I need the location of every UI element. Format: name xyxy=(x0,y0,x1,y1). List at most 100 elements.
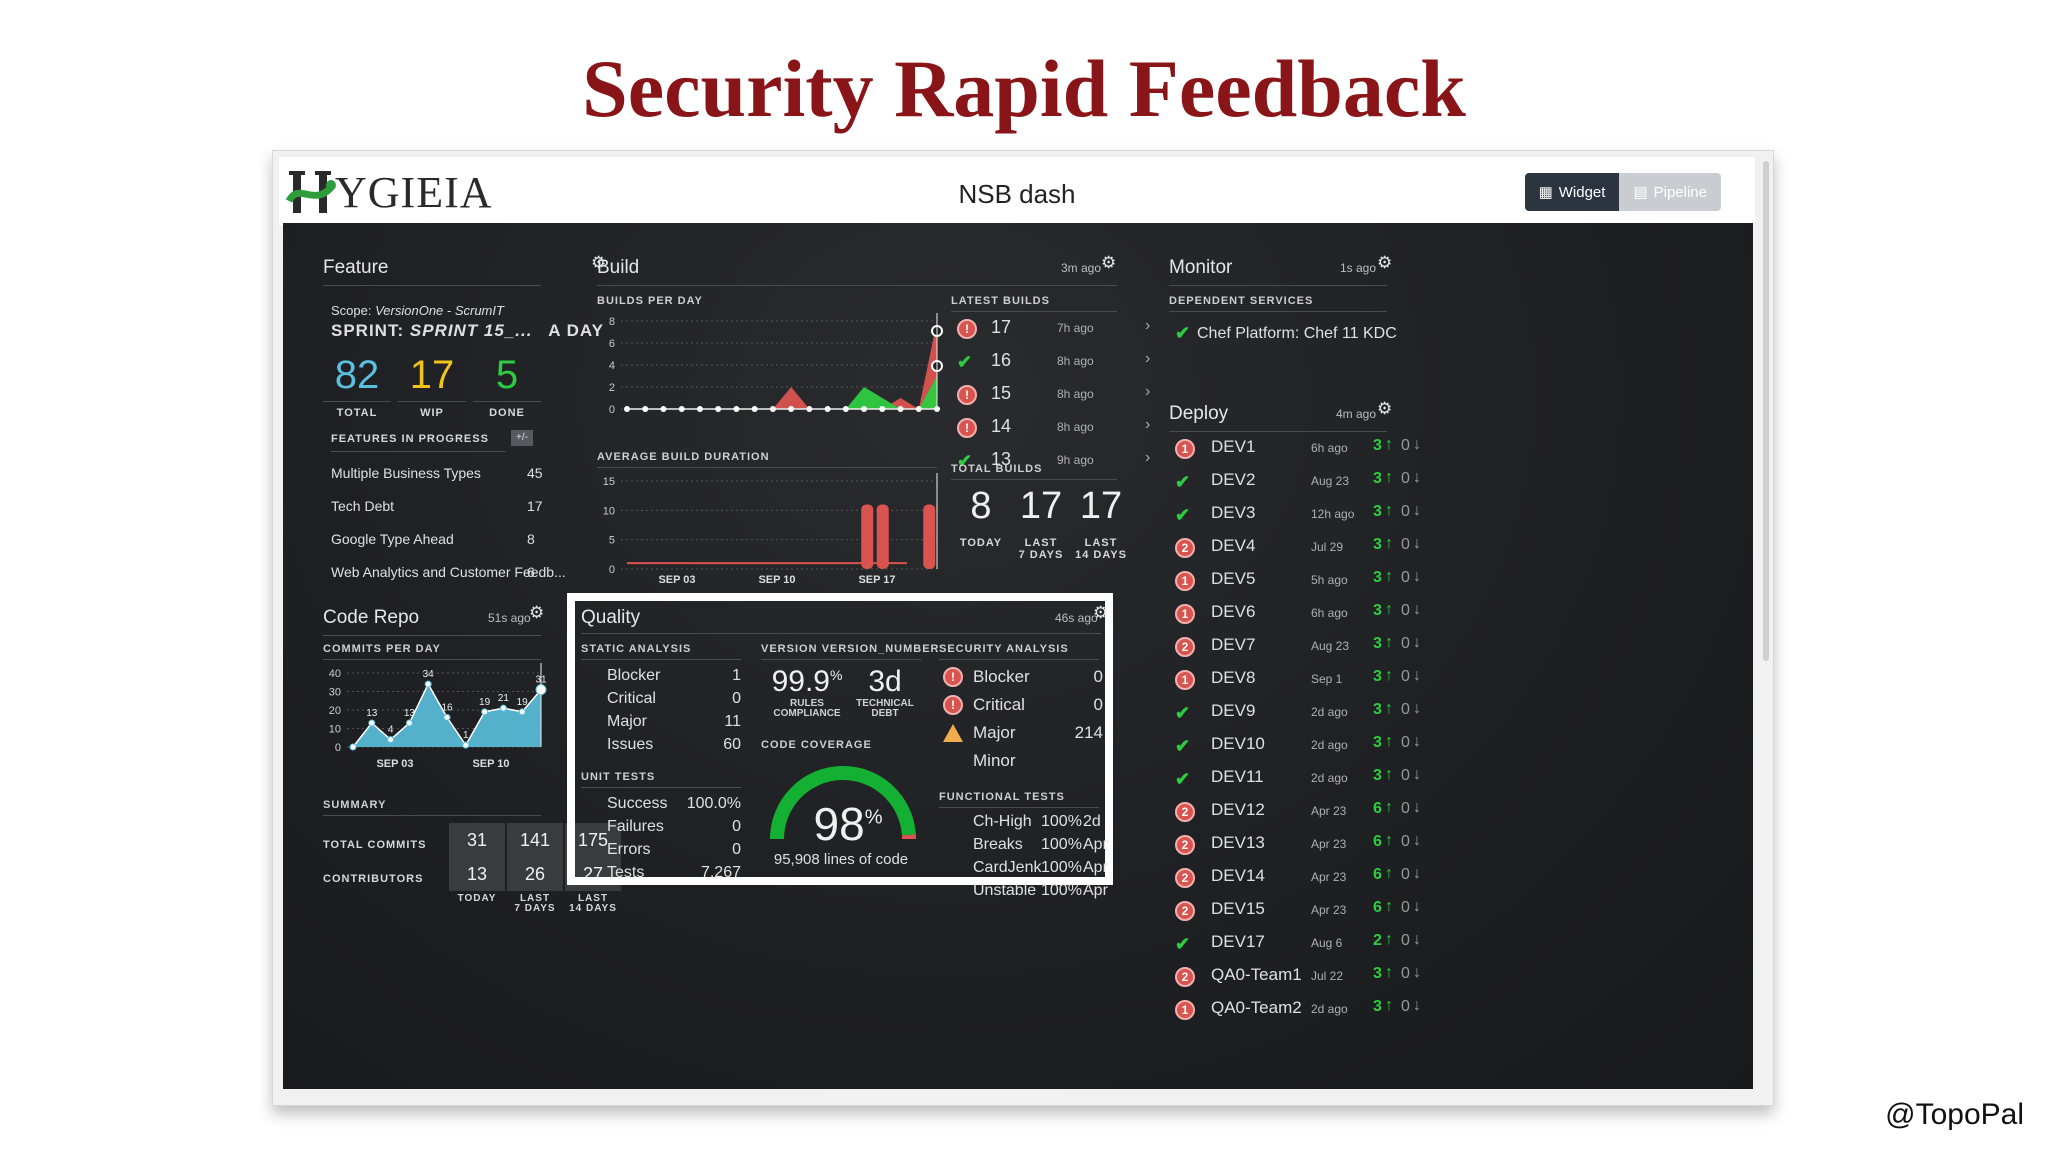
top-bar: YGIEIA NSB dash ▦ Widget ▤ Pipeline xyxy=(279,157,1755,225)
deploy-env-name[interactable]: DEV14 xyxy=(1211,866,1265,885)
commits-data-label: 34 xyxy=(423,669,435,680)
builds-y-tick: 6 xyxy=(609,338,615,350)
chevron-right-icon[interactable]: › xyxy=(1145,383,1151,400)
commits-data-label: 13 xyxy=(366,708,378,719)
deploy-env-name[interactable]: DEV4 xyxy=(1211,536,1256,555)
deploy-alert-icon: 1 xyxy=(1175,571,1195,591)
sprint-value: SPRINT 15_... xyxy=(409,321,533,340)
rules-value: 99.9 xyxy=(771,665,830,698)
builds-point xyxy=(642,406,649,412)
unit-tests-list: Success 100.0% Failures 0 Errors 0 Tests 7,267 xyxy=(581,795,751,885)
summary-label: SUMMARY xyxy=(323,799,387,811)
build-failed-icon: ! xyxy=(957,418,977,438)
deploy-alert-icon: 1 xyxy=(1175,604,1195,624)
hygieia-logo[interactable]: YGIEIA xyxy=(285,165,493,219)
deploy-env-name[interactable]: DEV5 xyxy=(1211,569,1256,588)
functional-test-pct: 100% xyxy=(1041,882,1082,899)
deploy-down-count: 0 xyxy=(1401,437,1410,454)
deploy-env-name[interactable]: DEV7 xyxy=(1211,635,1256,654)
commits-y-tick: 20 xyxy=(329,705,341,717)
feature-item-name[interactable]: Google Type Ahead xyxy=(331,531,454,547)
arrow-down-icon: ↓ xyxy=(1413,634,1421,651)
monitor-gear-icon[interactable]: ⚙ xyxy=(1377,253,1393,272)
deploy-env-name[interactable]: DEV10 xyxy=(1211,734,1265,753)
deploy-up-count: 6 xyxy=(1373,800,1382,817)
build-number[interactable]: 15 xyxy=(991,383,1012,403)
code-repo-gear-icon[interactable]: ⚙ xyxy=(529,603,545,622)
deploy-ago: Apr 23 xyxy=(1311,837,1347,851)
chevron-right-icon[interactable]: › xyxy=(1145,317,1151,334)
quality-ago: 46s ago xyxy=(1055,611,1098,625)
build-number[interactable]: 13 xyxy=(991,449,1012,469)
static-metric-name: Major xyxy=(607,713,648,730)
deploy-env-name[interactable]: DEV3 xyxy=(1211,503,1256,522)
commits-data-label: 19 xyxy=(479,697,491,708)
duration-y-tick: 15 xyxy=(603,476,615,488)
deploy-ok-icon: ✔ xyxy=(1175,472,1191,492)
functional-test-pct: 100% xyxy=(1041,836,1082,853)
deploy-env-name[interactable]: QA0-Team2 xyxy=(1211,998,1302,1017)
deploy-alert-icon: 1 xyxy=(1175,439,1195,459)
feature-gear-icon[interactable]: ⚙ xyxy=(591,253,607,272)
security-metric-name: Major xyxy=(973,723,1016,742)
deploy-env-name[interactable]: QA0-Team1 xyxy=(1211,965,1302,984)
coverage-value-wrap: 98% xyxy=(803,797,893,851)
deploy-alert-icon: 1 xyxy=(1175,670,1195,690)
functional-test-when: Apr xyxy=(1083,882,1108,899)
chevron-right-icon[interactable]: › xyxy=(1145,449,1151,466)
deploy-env-name[interactable]: DEV13 xyxy=(1211,833,1265,852)
feature-item-count: 45 xyxy=(527,465,543,481)
functional-test-name: Ch-High xyxy=(973,813,1032,830)
deploy-alert-icon: 2 xyxy=(1175,901,1195,921)
arrow-up-icon: ↑ xyxy=(1385,733,1393,750)
commits-y-tick: 30 xyxy=(329,687,341,699)
functional-test-when: Apr xyxy=(1083,836,1108,853)
widget-view-button[interactable]: ▦ Widget xyxy=(1524,173,1620,211)
deploy-down-count: 0 xyxy=(1401,668,1410,685)
deploy-down-count: 0 xyxy=(1401,536,1410,553)
coverage-lines: 95,908 lines of code xyxy=(773,851,909,868)
deploy-ok-icon: ✔ xyxy=(1175,769,1191,789)
toggle-features-button[interactable]: +/- xyxy=(511,430,533,446)
deploy-down-count: 0 xyxy=(1401,998,1410,1015)
deploy-env-name[interactable]: DEV15 xyxy=(1211,899,1265,918)
quality-gear-icon[interactable]: ⚙ xyxy=(1093,603,1109,622)
deploy-down-count: 0 xyxy=(1401,932,1410,949)
deploy-env-name[interactable]: DEV2 xyxy=(1211,470,1256,489)
build-gear-icon[interactable]: ⚙ xyxy=(1101,253,1117,272)
arrow-up-icon: ↑ xyxy=(1385,766,1393,783)
arrow-up-icon: ↑ xyxy=(1385,931,1393,948)
deploy-env-name[interactable]: DEV8 xyxy=(1211,668,1256,687)
deploy-env-name[interactable]: DEV6 xyxy=(1211,602,1256,621)
commits-point xyxy=(368,719,376,727)
scrollbar[interactable] xyxy=(1763,161,1769,661)
deploy-env-name[interactable]: DEV9 xyxy=(1211,701,1256,720)
arrow-down-icon: ↓ xyxy=(1413,535,1421,552)
deploy-ok-icon: ✔ xyxy=(1175,505,1191,525)
build-number[interactable]: 16 xyxy=(991,350,1012,370)
build-number[interactable]: 14 xyxy=(991,416,1012,436)
chevron-right-icon[interactable]: › xyxy=(1145,350,1151,367)
deploy-up-count: 3 xyxy=(1373,503,1382,520)
deploy-env-name[interactable]: DEV12 xyxy=(1211,800,1265,819)
deploy-up-count: 3 xyxy=(1373,734,1382,751)
code-repo-title: Code Repo xyxy=(323,607,420,628)
deploy-list: 1 DEV1 6h ago 3 ↑ 0 ↓ ✔ DEV2 Aug 23 3 ↑ 0 ↓ ✔ DEV3 12h a… xyxy=(1169,436,1421,1089)
features-in-progress-label: FEATURES IN PROGRESS xyxy=(331,433,489,445)
feature-item-count: 6 xyxy=(527,564,535,580)
security-alert-icon: ! xyxy=(943,667,963,687)
deploy-gear-icon[interactable]: ⚙ xyxy=(1377,399,1393,418)
build-number[interactable]: 17 xyxy=(991,317,1012,337)
deploy-down-count: 0 xyxy=(1401,701,1410,718)
pipeline-view-button[interactable]: ▤ Pipeline xyxy=(1619,173,1721,211)
deploy-env-name[interactable]: DEV11 xyxy=(1211,767,1264,786)
deploy-env-name[interactable]: DEV1 xyxy=(1211,437,1256,456)
deploy-up-count: 3 xyxy=(1373,635,1382,652)
feature-item-name[interactable]: Tech Debt xyxy=(331,498,395,514)
deploy-env-name[interactable]: DEV17 xyxy=(1211,932,1265,951)
feature-item-name[interactable]: Web Analytics and Customer Feedb... xyxy=(331,564,566,580)
arrow-down-icon: ↓ xyxy=(1413,964,1421,981)
summary-col-label2: 7 DAYS xyxy=(514,903,556,914)
feature-item-name[interactable]: Multiple Business Types xyxy=(331,465,481,481)
chevron-right-icon[interactable]: › xyxy=(1145,416,1151,433)
